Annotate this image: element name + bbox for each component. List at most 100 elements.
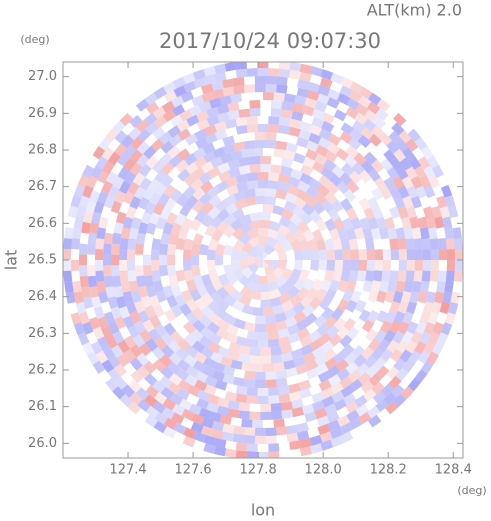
- echo-cell: [215, 307, 229, 321]
- echo-cell: [111, 344, 124, 359]
- echo-cell: [345, 400, 359, 414]
- echo-cell: [297, 79, 310, 90]
- echo-cell: [254, 315, 266, 324]
- echo-cell: [351, 161, 365, 176]
- echo-cell: [234, 198, 247, 210]
- echo-cell: [317, 137, 331, 150]
- echo-cell: [331, 390, 345, 403]
- echo-cell: [114, 190, 127, 204]
- echo-cell: [155, 217, 167, 230]
- echo-cell: [339, 376, 353, 389]
- echo-cell: [358, 260, 367, 272]
- echo-cell: [222, 431, 235, 442]
- echo-cell: [230, 359, 243, 370]
- echo-cell: [270, 100, 283, 110]
- echo-cell: [336, 180, 350, 194]
- echo-cell: [160, 140, 174, 154]
- echo-cell: [447, 205, 459, 218]
- echo-cell: [304, 194, 318, 208]
- echo-cell: [254, 435, 266, 445]
- echo-cell: [144, 373, 158, 387]
- echo-cell: [185, 365, 199, 378]
- echo-cell: [247, 228, 259, 240]
- echo-cell: [299, 71, 312, 82]
- echo-cell: [267, 180, 280, 190]
- echo-cell: [336, 368, 351, 381]
- echo-cell: [207, 166, 221, 179]
- echo-cell: [233, 85, 245, 95]
- echo-cell: [380, 158, 394, 172]
- echo-cell: [89, 222, 99, 234]
- echo-cell: [350, 290, 362, 303]
- echo-cell: [395, 280, 406, 293]
- echo-cell: [95, 156, 109, 170]
- echo-cell: [281, 109, 293, 119]
- echo-cell: [216, 286, 230, 300]
- echo-cell: [302, 278, 315, 292]
- echo-cell: [260, 291, 272, 301]
- echo-cell: [207, 300, 221, 314]
- echo-cell: [371, 187, 384, 201]
- echo-cell: [214, 129, 228, 141]
- echo-cell: [127, 181, 140, 195]
- echo-cell: [145, 101, 160, 115]
- echo-cell: [266, 272, 278, 284]
- echo-cell: [402, 359, 415, 373]
- echo-cell: [153, 280, 164, 293]
- echo-cell: [202, 365, 216, 378]
- echo-cell: [298, 129, 312, 141]
- echo-cell: [257, 275, 269, 284]
- echo-cell: [371, 347, 384, 361]
- y-unit: (deg): [20, 33, 49, 46]
- echo-cell: [105, 128, 119, 143]
- echo-cell: [320, 166, 335, 180]
- echo-cell: [235, 125, 248, 135]
- echo-cell: [161, 100, 175, 114]
- echo-cell: [296, 422, 309, 433]
- y-tick-label: 26.6: [28, 216, 57, 231]
- echo-cell: [202, 142, 216, 155]
- echo-cell: [379, 186, 392, 200]
- echo-cell: [310, 66, 323, 77]
- y-axis-label: lat: [2, 250, 21, 271]
- echo-cell: [98, 291, 109, 304]
- y-tick-label: 26.5: [28, 253, 57, 268]
- echo-cell: [372, 206, 384, 220]
- echo-cell: [362, 227, 373, 240]
- echo-cell: [73, 291, 84, 304]
- echo-cell: [192, 187, 206, 201]
- echo-cell: [365, 270, 375, 282]
- echo-cell: [238, 108, 250, 118]
- echo-cell: [389, 301, 401, 314]
- echo-cell: [281, 299, 295, 312]
- echo-cell: [243, 378, 256, 388]
- echo-cell: [77, 332, 90, 346]
- echo-cell: [179, 303, 192, 317]
- echo-cell: [171, 95, 185, 108]
- echo-cell: [341, 343, 355, 358]
- echo-cell: [315, 218, 328, 232]
- echo-cell: [170, 304, 183, 318]
- echo-cell: [112, 386, 126, 400]
- echo-cell: [309, 338, 323, 351]
- echo-cell: [252, 307, 263, 316]
- echo-cell: [151, 160, 165, 174]
- echo-cell: [235, 393, 248, 403]
- echo-cell: [437, 270, 447, 282]
- echo-cell: [324, 191, 338, 205]
- echo-cell: [105, 286, 116, 299]
- echo-cell: [367, 290, 379, 303]
- echo-cell: [220, 152, 233, 164]
- echo-cell: [327, 419, 341, 432]
- echo-cell: [153, 86, 167, 100]
- echo-cell: [298, 238, 310, 251]
- echo-cell: [203, 74, 217, 85]
- echo-cell: [177, 128, 191, 141]
- echo-cell: [129, 310, 142, 324]
- echo-cell: [340, 122, 354, 135]
- echo-cell: [411, 280, 422, 293]
- echo-cell: [198, 407, 212, 420]
- echo-cell: [260, 355, 272, 365]
- echo-cell: [288, 382, 301, 394]
- echo-cell: [254, 75, 266, 85]
